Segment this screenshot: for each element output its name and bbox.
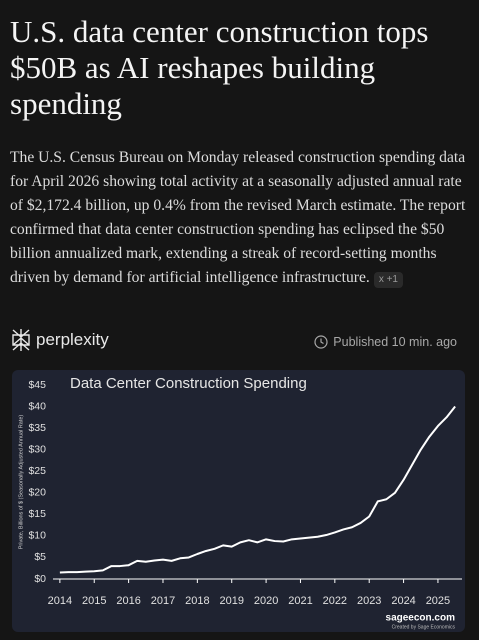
- x-tick-label: 2024: [391, 595, 415, 607]
- article-text: The U.S. Census Bureau on Monday release…: [10, 149, 466, 286]
- y-tick-label: $10: [28, 530, 46, 542]
- badge-close: x: [378, 274, 384, 285]
- y-tick-label: $0: [34, 573, 46, 585]
- y-axis-title: Private, Billions of $ (Seasonally Adjus…: [18, 415, 24, 550]
- y-tick-label: $45: [28, 379, 46, 391]
- x-tick-label: 2014: [48, 595, 72, 607]
- chart-card: Data Center Construction Spending Privat…: [12, 370, 465, 632]
- x-tick-label: 2019: [219, 595, 243, 607]
- x-tick-label: 2017: [151, 595, 175, 607]
- headline: U.S. data center construction tops $50B …: [10, 14, 429, 121]
- credit: Created by Sage Economics: [392, 624, 456, 630]
- chart: Data Center Construction Spending Privat…: [18, 375, 462, 630]
- brand-name: perplexity: [36, 330, 109, 349]
- brand[interactable]: perplexity: [10, 328, 109, 352]
- y-tick-label: $5: [34, 551, 46, 563]
- chart-title: Data Center Construction Spending: [70, 375, 307, 392]
- x-tick-label: 2021: [288, 595, 312, 607]
- x-tick-label: 2022: [323, 595, 347, 607]
- data-line: [59, 405, 456, 574]
- x-tick-label: 2025: [426, 595, 450, 607]
- y-tick-label: $30: [28, 443, 46, 455]
- x-tick-label: 2015: [82, 595, 106, 607]
- x-tick-label: 2020: [254, 595, 278, 607]
- clock-icon: [314, 335, 328, 349]
- badge-count: +1: [386, 274, 398, 285]
- y-tick-label: $20: [28, 487, 46, 499]
- y-tick-label: $40: [28, 400, 46, 412]
- x-tick-label: 2016: [116, 595, 140, 607]
- y-tick-label: $35: [28, 422, 46, 434]
- brand-logo: [12, 329, 30, 351]
- y-tick-label: $25: [28, 465, 46, 477]
- x-tick-label: 2023: [357, 595, 381, 607]
- article-body: The U.S. Census Bureau on Monday release…: [10, 146, 468, 290]
- source-badge[interactable]: x +1: [373, 272, 403, 288]
- published: Published 10 min. ago: [314, 335, 457, 349]
- watermark: sageecon.com: [386, 613, 456, 624]
- x-tick-label: 2018: [185, 595, 209, 607]
- y-tick-label: $15: [28, 508, 46, 520]
- published-text: Published 10 min. ago: [333, 335, 457, 349]
